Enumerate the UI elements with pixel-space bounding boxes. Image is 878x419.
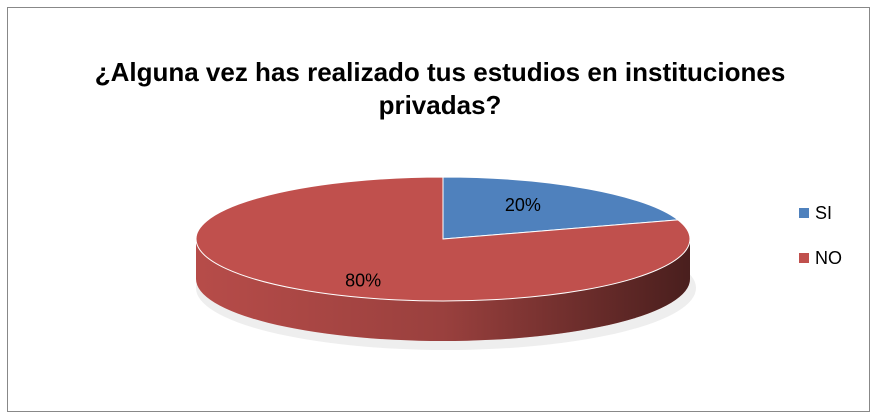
legend-swatch (799, 253, 809, 263)
pie-slice (195, 176, 691, 302)
legend-swatch (799, 208, 809, 218)
legend-label: SI (815, 203, 832, 223)
legend-label: NO (815, 248, 842, 268)
chart-title: ¿Alguna vez has realizado tus estudios e… (94, 57, 786, 120)
data-label: 80% (345, 270, 381, 290)
data-label: 20% (505, 195, 541, 215)
pie-slice (442, 176, 680, 240)
pie-side-shading (196, 239, 690, 341)
